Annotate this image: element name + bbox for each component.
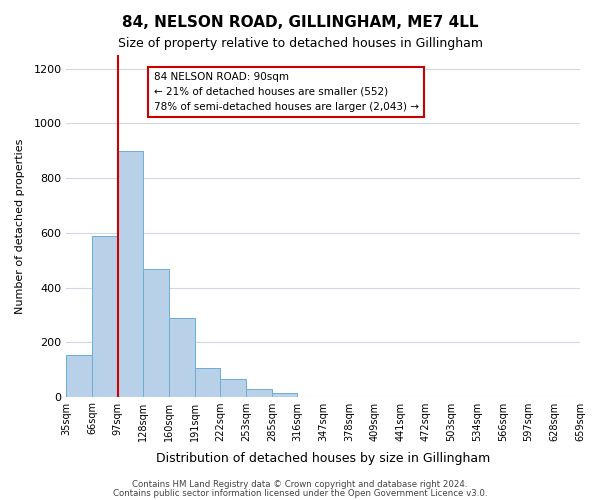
Bar [118,151,143,397]
Bar [92,236,118,397]
Text: 84 NELSON ROAD: 90sqm
← 21% of detached houses are smaller (552)
78% of semi-det: 84 NELSON ROAD: 90sqm ← 21% of detached … [154,72,419,112]
Text: Contains public sector information licensed under the Open Government Licence v3: Contains public sector information licen… [113,488,487,498]
Bar [195,368,220,397]
X-axis label: Distribution of detached houses by size in Gillingham: Distribution of detached houses by size … [156,452,490,465]
Text: Size of property relative to detached houses in Gillingham: Size of property relative to detached ho… [118,38,482,51]
Bar [169,318,195,397]
Bar [246,389,272,397]
Text: 84, NELSON ROAD, GILLINGHAM, ME7 4LL: 84, NELSON ROAD, GILLINGHAM, ME7 4LL [122,15,478,30]
Bar [67,355,92,397]
Y-axis label: Number of detached properties: Number of detached properties [15,138,25,314]
Bar [220,380,246,397]
Bar [272,393,298,397]
Text: Contains HM Land Registry data © Crown copyright and database right 2024.: Contains HM Land Registry data © Crown c… [132,480,468,489]
Bar [143,268,169,397]
